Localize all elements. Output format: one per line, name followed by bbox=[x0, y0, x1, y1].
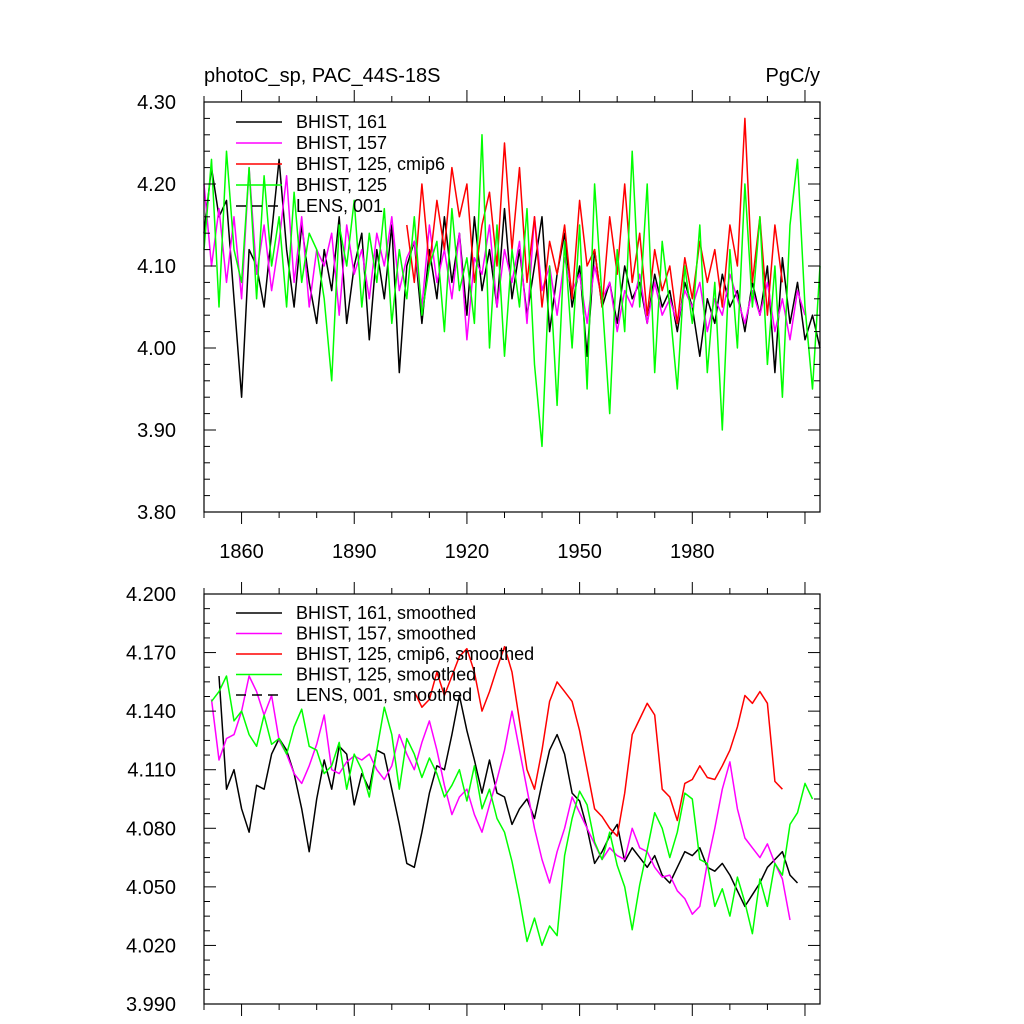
bottom-panel: 3.990 4.020 4.050 4.080 4.110 4.140 4.170 4.200… bbox=[126, 582, 821, 1016]
top-y-axis: 3.80 3.90 4.00 4.10 4.20 4.30 bbox=[137, 92, 820, 524]
top-x-axis: 1860 1890 1920 1950 1980 bbox=[203, 90, 806, 563]
bottom-y-tick-label: 4.200 bbox=[126, 584, 176, 606]
top-series-line-3 bbox=[203, 134, 821, 448]
top-x-tick-label: 1920 bbox=[445, 541, 490, 563]
bottom-series-line-2 bbox=[413, 645, 783, 837]
top-plot-frame bbox=[203, 101, 821, 513]
top-y-tick-label: 4.00 bbox=[137, 338, 176, 360]
bottom-y-tick-label: 3.990 bbox=[126, 994, 176, 1016]
top-series-group bbox=[203, 117, 821, 448]
top-y-tick-label: 4.30 bbox=[137, 92, 176, 114]
top-y-tick-label: 4.10 bbox=[137, 256, 176, 278]
top-legend-label: BHIST, 161 bbox=[296, 112, 387, 132]
bottom-legend-label: BHIST, 157, smoothed bbox=[296, 624, 476, 644]
top-legend-label: BHIST, 157 bbox=[296, 133, 387, 153]
bottom-x-axis bbox=[203, 582, 806, 1016]
bottom-y-tick-label: 4.050 bbox=[126, 877, 176, 899]
top-series-line-0 bbox=[203, 158, 821, 398]
top-panel: photoC_sp, PAC_44S-18S PgC/y 1860 1890 192… bbox=[137, 65, 821, 563]
top-y-tick-label: 4.20 bbox=[137, 174, 176, 196]
top-x-tick-label: 1860 bbox=[219, 541, 264, 563]
bottom-series-line-3 bbox=[210, 675, 814, 947]
top-x-tick-label: 1890 bbox=[332, 541, 377, 563]
bottom-y-tick-label: 4.140 bbox=[126, 701, 176, 723]
bottom-series-group bbox=[210, 645, 814, 947]
top-y-tick-label: 3.80 bbox=[137, 502, 176, 524]
top-y-tick-label: 3.90 bbox=[137, 420, 176, 442]
bottom-y-tick-label: 4.020 bbox=[126, 935, 176, 957]
bottom-y-tick-label: 4.110 bbox=[127, 760, 176, 782]
top-x-tick-label: 1950 bbox=[557, 541, 602, 563]
top-legend-label: BHIST, 125 bbox=[296, 175, 387, 195]
bottom-y-tick-label: 4.080 bbox=[126, 818, 176, 840]
top-legend-label: LENS, 001 bbox=[296, 196, 383, 216]
bottom-legend-label: BHIST, 125, smoothed bbox=[296, 665, 476, 685]
bottom-y-axis: 3.990 4.020 4.050 4.080 4.110 4.140 4.170 4.200 bbox=[126, 584, 820, 1016]
bottom-series-line-0 bbox=[218, 675, 799, 908]
bottom-legend-label: LENS, 001, smoothed bbox=[296, 685, 472, 705]
panel-units-label: PgC/y bbox=[766, 65, 820, 87]
panel-title-left: photoC_sp, PAC_44S-18S bbox=[204, 65, 440, 87]
top-legend-label: BHIST, 125, cmip6 bbox=[296, 154, 445, 174]
top-x-tick-label: 1980 bbox=[670, 541, 715, 563]
bottom-legend-label: BHIST, 125, cmip6, smoothed bbox=[296, 644, 534, 664]
bottom-series-line-1 bbox=[210, 675, 791, 921]
bottom-y-tick-label: 4.170 bbox=[126, 643, 176, 665]
top-series-line-2 bbox=[406, 117, 784, 325]
bottom-legend-label: BHIST, 161, smoothed bbox=[296, 603, 476, 623]
